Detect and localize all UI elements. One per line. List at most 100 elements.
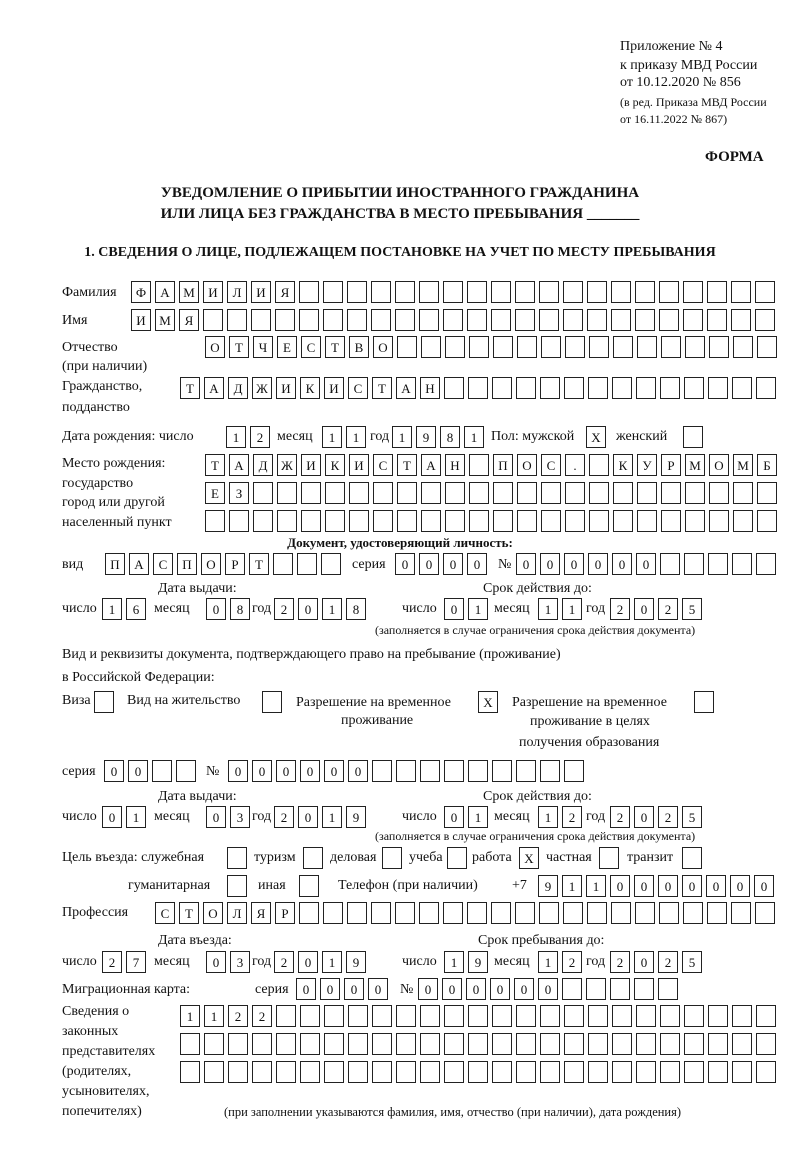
char-box[interactable]: О [517, 454, 537, 476]
char-box[interactable] [732, 1005, 752, 1027]
char-box[interactable]: 0 [588, 553, 608, 575]
char-box[interactable] [348, 1061, 368, 1083]
char-box[interactable] [176, 760, 196, 782]
char-box[interactable]: 0 [206, 598, 226, 620]
char-box[interactable]: 2 [658, 951, 678, 973]
char-box[interactable] [467, 309, 487, 331]
char-box[interactable] [492, 1005, 512, 1027]
char-box[interactable] [228, 1061, 248, 1083]
char-box[interactable]: С [541, 454, 561, 476]
char-box[interactable] [325, 482, 345, 504]
char-box[interactable]: Т [205, 454, 225, 476]
char-box[interactable]: 0 [610, 875, 630, 897]
char-box[interactable]: 2 [274, 598, 294, 620]
char-box[interactable] [732, 377, 752, 399]
char-box[interactable]: 0 [538, 978, 558, 1000]
char-box[interactable]: 2 [610, 806, 630, 828]
char-box[interactable] [493, 336, 513, 358]
char-box[interactable] [492, 377, 512, 399]
char-box[interactable] [419, 281, 439, 303]
char-box[interactable] [276, 1061, 296, 1083]
char-box[interactable]: И [324, 377, 344, 399]
char-box[interactable] [565, 510, 585, 532]
char-box[interactable] [684, 377, 704, 399]
char-box[interactable] [444, 1061, 464, 1083]
char-box[interactable] [563, 902, 583, 924]
char-box[interactable]: Ж [277, 454, 297, 476]
char-box[interactable] [731, 281, 751, 303]
char-box[interactable]: 2 [610, 951, 630, 973]
char-box[interactable]: 2 [658, 806, 678, 828]
char-box[interactable] [277, 482, 297, 504]
char-box[interactable] [227, 309, 247, 331]
char-box[interactable]: 0 [368, 978, 388, 1000]
char-box[interactable]: 0 [298, 951, 318, 973]
char-box[interactable] [443, 309, 463, 331]
checkbox-cell[interactable] [599, 847, 619, 869]
char-box[interactable]: Ч [253, 336, 273, 358]
char-box[interactable] [636, 1033, 656, 1055]
char-box[interactable] [685, 510, 705, 532]
char-box[interactable] [589, 454, 609, 476]
purpose-other-checkbox[interactable] [299, 875, 319, 897]
char-box[interactable] [732, 1033, 752, 1055]
char-box[interactable]: А [421, 454, 441, 476]
char-box[interactable] [516, 760, 536, 782]
char-box[interactable]: 0 [636, 553, 656, 575]
char-box[interactable]: 0 [658, 875, 678, 897]
char-box[interactable] [660, 1061, 680, 1083]
char-box[interactable] [252, 1033, 272, 1055]
checkbox-cell[interactable]: X [586, 426, 606, 448]
char-box[interactable]: К [613, 454, 633, 476]
char-box[interactable] [564, 760, 584, 782]
char-box[interactable] [612, 377, 632, 399]
char-box[interactable] [348, 1033, 368, 1055]
char-box[interactable]: С [155, 902, 175, 924]
char-box[interactable] [587, 309, 607, 331]
char-box[interactable] [540, 1033, 560, 1055]
visa-checkbox[interactable] [94, 691, 114, 713]
char-box[interactable]: 3 [230, 806, 250, 828]
char-box[interactable] [635, 902, 655, 924]
char-box[interactable]: Т [325, 336, 345, 358]
char-box[interactable] [635, 309, 655, 331]
char-box[interactable]: 0 [634, 951, 654, 973]
char-box[interactable] [323, 902, 343, 924]
char-box[interactable]: П [493, 454, 513, 476]
char-box[interactable]: Б [757, 454, 777, 476]
char-box[interactable]: 0 [228, 760, 248, 782]
char-box[interactable] [516, 1033, 536, 1055]
char-box[interactable]: 1 [468, 806, 488, 828]
char-box[interactable] [397, 482, 417, 504]
char-box[interactable]: 9 [346, 951, 366, 973]
purpose-transit-checkbox[interactable] [682, 847, 702, 869]
char-box[interactable] [658, 978, 678, 1000]
char-box[interactable] [660, 1033, 680, 1055]
char-box[interactable]: О [201, 553, 221, 575]
char-box[interactable] [276, 1033, 296, 1055]
char-box[interactable] [421, 336, 441, 358]
char-box[interactable] [301, 482, 321, 504]
char-box[interactable]: 1 [322, 806, 342, 828]
char-box[interactable] [349, 510, 369, 532]
char-box[interactable] [252, 1061, 272, 1083]
char-box[interactable]: 0 [418, 978, 438, 1000]
char-box[interactable] [180, 1061, 200, 1083]
char-box[interactable]: 5 [682, 806, 702, 828]
char-box[interactable] [491, 309, 511, 331]
male-checkbox[interactable]: X [586, 426, 606, 448]
checkbox-cell[interactable] [694, 691, 714, 713]
char-box[interactable]: И [203, 281, 223, 303]
char-box[interactable] [323, 309, 343, 331]
char-box[interactable] [708, 377, 728, 399]
char-box[interactable] [419, 902, 439, 924]
char-box[interactable]: Я [251, 902, 271, 924]
char-box[interactable]: 1 [322, 426, 342, 448]
char-box[interactable]: 0 [730, 875, 750, 897]
